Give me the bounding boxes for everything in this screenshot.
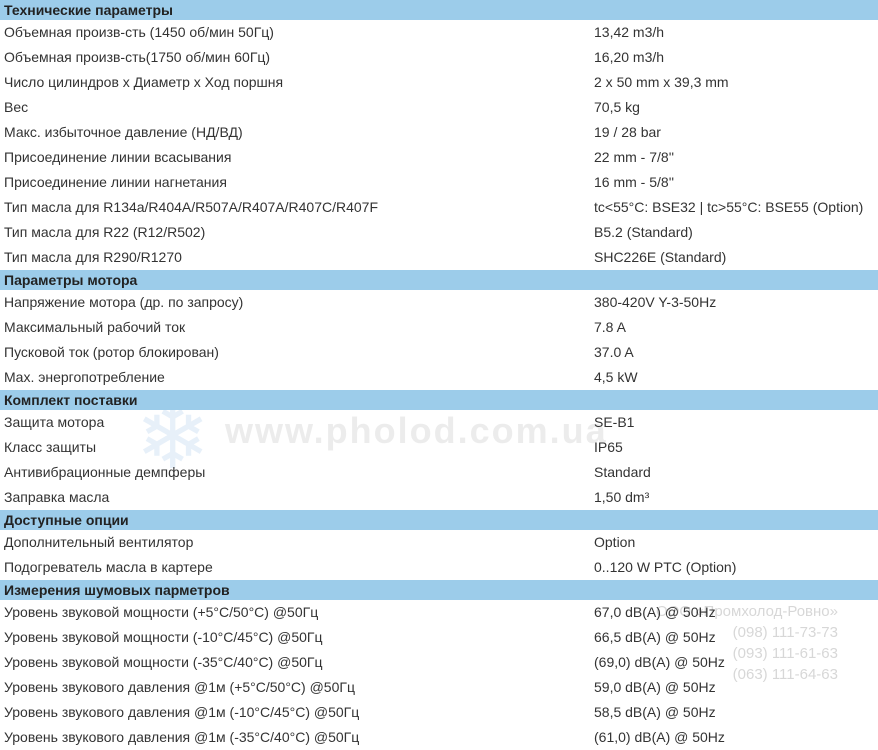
- spec-label: Напряжение мотора (др. по запросу): [4, 292, 594, 313]
- spec-label: Уровень звукового давления @1м (-10°C/45…: [4, 702, 594, 723]
- spec-value: 19 / 28 bar: [594, 122, 874, 143]
- spec-label: Заправка масла: [4, 487, 594, 508]
- spec-value: 37.0 A: [594, 342, 874, 363]
- spec-value: (69,0) dB(A) @ 50Hz: [594, 652, 874, 673]
- table-row: Присоединение линии нагнетания16 mm - 5/…: [0, 170, 878, 195]
- spec-table: Технические параметрыОбъемная произв-сть…: [0, 0, 878, 750]
- table-row: Напряжение мотора (др. по запросу)380-42…: [0, 290, 878, 315]
- spec-label: Уровень звукового давления @1м (+5°C/50°…: [4, 677, 594, 698]
- spec-value: 16 mm - 5/8'': [594, 172, 874, 193]
- table-row: Объемная произв-сть(1750 об/мин 60Гц)16,…: [0, 45, 878, 70]
- spec-value: 58,5 dB(A) @ 50Hz: [594, 702, 874, 723]
- table-row: Уровень звукового давления @1м (-35°C/40…: [0, 725, 878, 750]
- section-header: Комплект поставки: [0, 390, 878, 410]
- spec-label: Вес: [4, 97, 594, 118]
- spec-value: 7.8 A: [594, 317, 874, 338]
- spec-value: 67,0 dB(A) @ 50Hz: [594, 602, 874, 623]
- spec-label: Защита мотора: [4, 412, 594, 433]
- table-row: Уровень звуковой мощности (-35°C/40°C) @…: [0, 650, 878, 675]
- section-header: Доступные опции: [0, 510, 878, 530]
- table-row: Пусковой ток (ротор блокирован)37.0 A: [0, 340, 878, 365]
- table-row: Тип масла для R22 (R12/R502)B5.2 (Standa…: [0, 220, 878, 245]
- table-row: Макс. избыточное давление (НД/ВД)19 / 28…: [0, 120, 878, 145]
- spec-label: Макс. избыточное давление (НД/ВД): [4, 122, 594, 143]
- spec-label: Антивибрационные демпферы: [4, 462, 594, 483]
- spec-value: SE-B1: [594, 412, 874, 433]
- spec-label: Тип масла для R22 (R12/R502): [4, 222, 594, 243]
- table-row: Уровень звуковой мощности (-10°C/45°C) @…: [0, 625, 878, 650]
- spec-label: Тип масла для R290/R1270: [4, 247, 594, 268]
- table-row: Защита мотораSE-B1: [0, 410, 878, 435]
- table-row: Заправка масла1,50 dm³: [0, 485, 878, 510]
- spec-value: tc<55°C: BSE32 | tc>55°C: BSE55 (Option): [594, 197, 874, 218]
- spec-value: 4,5 kW: [594, 367, 874, 388]
- table-row: Тип масла для R134a/R404A/R507A/R407A/R4…: [0, 195, 878, 220]
- spec-label: Тип масла для R134a/R404A/R507A/R407A/R4…: [4, 197, 594, 218]
- spec-label: Max. энергопотребление: [4, 367, 594, 388]
- spec-value: 22 mm - 7/8'': [594, 147, 874, 168]
- table-row: Тип масла для R290/R1270SHC226E (Standar…: [0, 245, 878, 270]
- spec-label: Присоединение линии всасывания: [4, 147, 594, 168]
- spec-value: 59,0 dB(A) @ 50Hz: [594, 677, 874, 698]
- spec-value: 380-420V Y-3-50Hz: [594, 292, 874, 313]
- spec-value: 0..120 W PTC (Option): [594, 557, 874, 578]
- spec-label: Дополнительный вентилятор: [4, 532, 594, 553]
- spec-value: 13,42 m3/h: [594, 22, 874, 43]
- section-header: Технические параметры: [0, 0, 878, 20]
- spec-value: 16,20 m3/h: [594, 47, 874, 68]
- spec-value: 1,50 dm³: [594, 487, 874, 508]
- spec-label: Подогреватель масла в картере: [4, 557, 594, 578]
- spec-label: Класс защиты: [4, 437, 594, 458]
- table-row: Число цилиндров x Диаметр x Ход поршня2 …: [0, 70, 878, 95]
- spec-label: Уровень звуковой мощности (-10°C/45°C) @…: [4, 627, 594, 648]
- spec-value: 66,5 dB(A) @ 50Hz: [594, 627, 874, 648]
- spec-value: 70,5 kg: [594, 97, 874, 118]
- table-row: Уровень звуковой мощности (+5°C/50°C) @5…: [0, 600, 878, 625]
- table-row: Вес70,5 kg: [0, 95, 878, 120]
- table-row: Присоединение линии всасывания22 mm - 7/…: [0, 145, 878, 170]
- spec-label: Уровень звуковой мощности (-35°C/40°C) @…: [4, 652, 594, 673]
- section-header: Измерения шумовых парметров: [0, 580, 878, 600]
- table-row: Максимальный рабочий ток7.8 A: [0, 315, 878, 340]
- spec-value: Standard: [594, 462, 874, 483]
- table-row: Антивибрационные демпферыStandard: [0, 460, 878, 485]
- spec-value: (61,0) dB(A) @ 50Hz: [594, 727, 874, 748]
- spec-label: Число цилиндров x Диаметр x Ход поршня: [4, 72, 594, 93]
- table-row: Подогреватель масла в картере0..120 W PT…: [0, 555, 878, 580]
- table-row: Дополнительный вентиляторOption: [0, 530, 878, 555]
- spec-label: Объемная произв-сть (1450 об/мин 50Гц): [4, 22, 594, 43]
- table-row: Уровень звукового давления @1м (-10°C/45…: [0, 700, 878, 725]
- section-header: Параметры мотора: [0, 270, 878, 290]
- spec-label: Присоединение линии нагнетания: [4, 172, 594, 193]
- spec-label: Уровень звуковой мощности (+5°C/50°C) @5…: [4, 602, 594, 623]
- table-row: Max. энергопотребление4,5 kW: [0, 365, 878, 390]
- spec-label: Объемная произв-сть(1750 об/мин 60Гц): [4, 47, 594, 68]
- spec-value: B5.2 (Standard): [594, 222, 874, 243]
- spec-value: IP65: [594, 437, 874, 458]
- spec-label: Пусковой ток (ротор блокирован): [4, 342, 594, 363]
- spec-value: Option: [594, 532, 874, 553]
- spec-value: 2 x 50 mm x 39,3 mm: [594, 72, 874, 93]
- spec-label: Максимальный рабочий ток: [4, 317, 594, 338]
- spec-value: SHC226E (Standard): [594, 247, 874, 268]
- table-row: Класс защитыIP65: [0, 435, 878, 460]
- table-row: Объемная произв-сть (1450 об/мин 50Гц)13…: [0, 20, 878, 45]
- table-row: Уровень звукового давления @1м (+5°C/50°…: [0, 675, 878, 700]
- spec-label: Уровень звукового давления @1м (-35°C/40…: [4, 727, 594, 748]
